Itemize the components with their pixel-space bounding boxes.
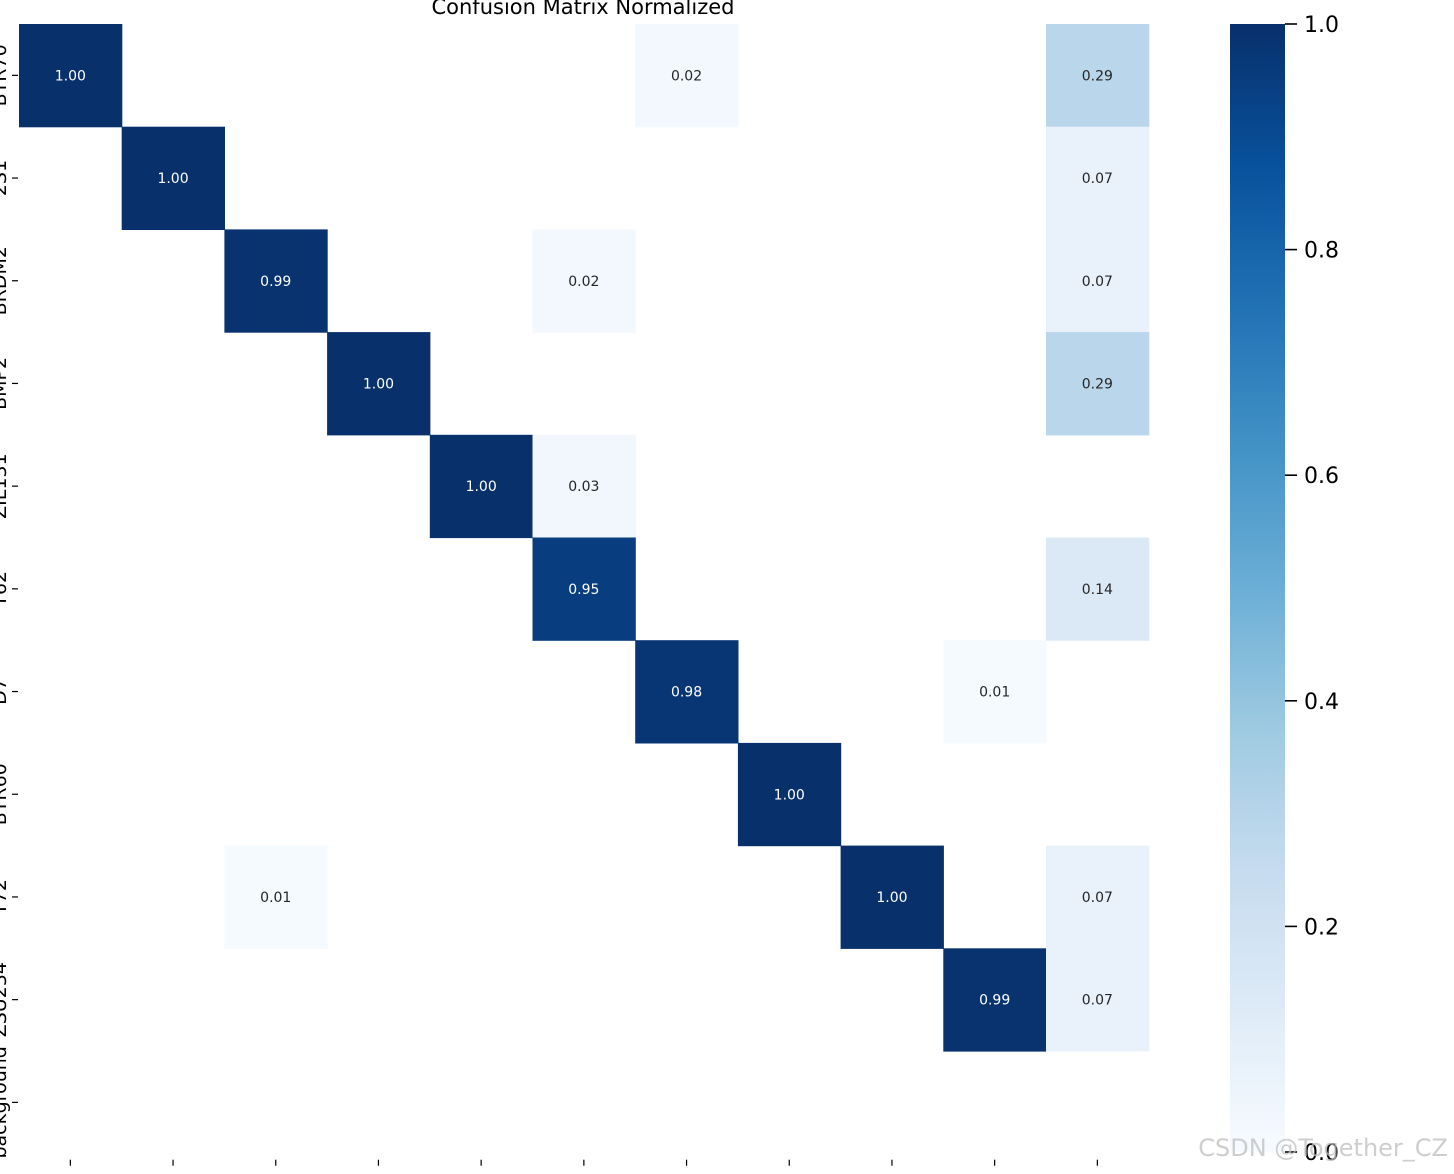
cell-value-label: 1.00	[55, 68, 86, 84]
heatmap-cell	[121, 126, 225, 230]
colorbar-tick-label: 0.2	[1304, 915, 1339, 940]
heatmap-cell	[635, 24, 739, 128]
y-axis: BTR70 2S1 BRDM2 BMP2 ZIL131 T62 D7 BTR60 T72 ZSU2…	[0, 44, 18, 1159]
y-tick-label: background	[0, 1046, 11, 1158]
cell-value-label: 0.07	[1082, 274, 1113, 290]
x-tick-label: BMP2	[352, 1173, 405, 1174]
cell-value-label: 0.02	[671, 68, 702, 84]
x-tick-label: ZIL131	[448, 1173, 513, 1174]
heatmap-cell	[943, 640, 1047, 744]
x-tick-label: BTR70	[39, 1173, 101, 1174]
heatmap-cell	[635, 640, 739, 744]
cell-value-label: 0.98	[671, 685, 702, 701]
chart-title: Confusion Matrix Normalized	[431, 0, 734, 19]
cell-value-label: 0.01	[260, 890, 291, 906]
y-tick-label: ZSU234	[0, 962, 11, 1037]
colorbar-tick-label: 0.4	[1304, 690, 1339, 715]
x-tick-label: BTR60	[758, 1173, 820, 1174]
x-axis: BTR70 2S1 BRDM2 BMP2 ZIL131 T62 D7 BTR60 T72 ZSU2…	[39, 1159, 1154, 1174]
heatmap-cell	[1046, 229, 1150, 333]
x-tick-label: T62	[565, 1173, 602, 1174]
heatmap-cells: 1.00 0.02 0.29 1.00 0.07 0.99 0.02 0.07 1.00 0.29…	[19, 24, 1150, 1052]
heatmap-cell	[1046, 24, 1150, 128]
colorbar: 0.0 0.2 0.4 0.6 0.8 1.0	[1230, 13, 1339, 1166]
x-tick-label: background	[1041, 1173, 1153, 1174]
heatmap-cell	[224, 845, 328, 949]
cell-value-label: 0.14	[1082, 582, 1113, 598]
x-tick-label: D7	[673, 1173, 700, 1174]
cell-value-label: 1.00	[157, 171, 188, 187]
heatmap-cell	[943, 948, 1047, 1052]
cell-value-label: 0.99	[979, 993, 1010, 1009]
x-tick-label: BRDM2	[241, 1173, 310, 1174]
cell-value-label: 1.00	[774, 787, 805, 803]
x-tick-label: 2S1	[155, 1173, 191, 1174]
cell-value-label: 0.02	[568, 274, 599, 290]
heatmap-cell	[1046, 948, 1150, 1052]
cell-value-label: 1.00	[363, 376, 394, 392]
heatmap-cell	[1046, 845, 1150, 949]
cell-value-label: 0.01	[979, 685, 1010, 701]
cell-value-label: 0.95	[568, 582, 599, 598]
x-tick-label: T72	[873, 1173, 910, 1174]
cell-value-label: 0.07	[1082, 171, 1113, 187]
colorbar-tick-label: 0.8	[1304, 239, 1339, 264]
cell-value-label: 0.99	[260, 274, 291, 290]
y-tick-label: 2S1	[0, 160, 11, 196]
cell-value-label: 1.00	[466, 479, 497, 495]
y-tick-label: D7	[0, 678, 11, 705]
cell-value-label: 0.07	[1082, 890, 1113, 906]
colorbar-tick-label: 0.0	[1304, 1141, 1339, 1166]
heatmap-cell	[19, 24, 123, 128]
cell-value-label: 0.07	[1082, 993, 1113, 1009]
watermark: CSDN @Together_CZ	[1198, 1134, 1448, 1162]
heatmap-cell	[1046, 537, 1150, 641]
y-tick-label: T72	[0, 879, 11, 916]
heatmap-cell	[1046, 332, 1150, 436]
y-tick-label: BMP2	[0, 357, 11, 410]
heatmap-cell	[1046, 126, 1150, 230]
cell-value-label: 0.29	[1082, 68, 1113, 84]
y-tick-label: BTR60	[0, 763, 11, 825]
y-tick-label: BTR70	[0, 44, 11, 106]
colorbar-tick-label: 0.6	[1304, 464, 1339, 489]
colorbar-gradient	[1230, 24, 1285, 1152]
heatmap-cell	[224, 229, 328, 333]
heatmap-cell	[532, 434, 636, 539]
colorbar-tick-label: 1.0	[1304, 13, 1339, 38]
heatmap-cell	[840, 845, 944, 949]
y-tick-label: T62	[0, 571, 11, 608]
cell-value-label: 1.00	[876, 890, 907, 906]
heatmap-cell	[429, 434, 534, 539]
y-tick-label: BRDM2	[0, 246, 11, 315]
heatmap-cell	[327, 332, 431, 436]
cell-value-label: 0.03	[568, 479, 599, 495]
heatmap-cell	[532, 229, 636, 333]
y-tick-label: ZIL131	[0, 453, 11, 518]
heatmap-cell	[532, 537, 636, 641]
x-tick-label: ZSU234	[957, 1173, 1032, 1174]
heatmap-cell	[737, 742, 842, 847]
cell-value-label: 0.29	[1082, 376, 1113, 392]
